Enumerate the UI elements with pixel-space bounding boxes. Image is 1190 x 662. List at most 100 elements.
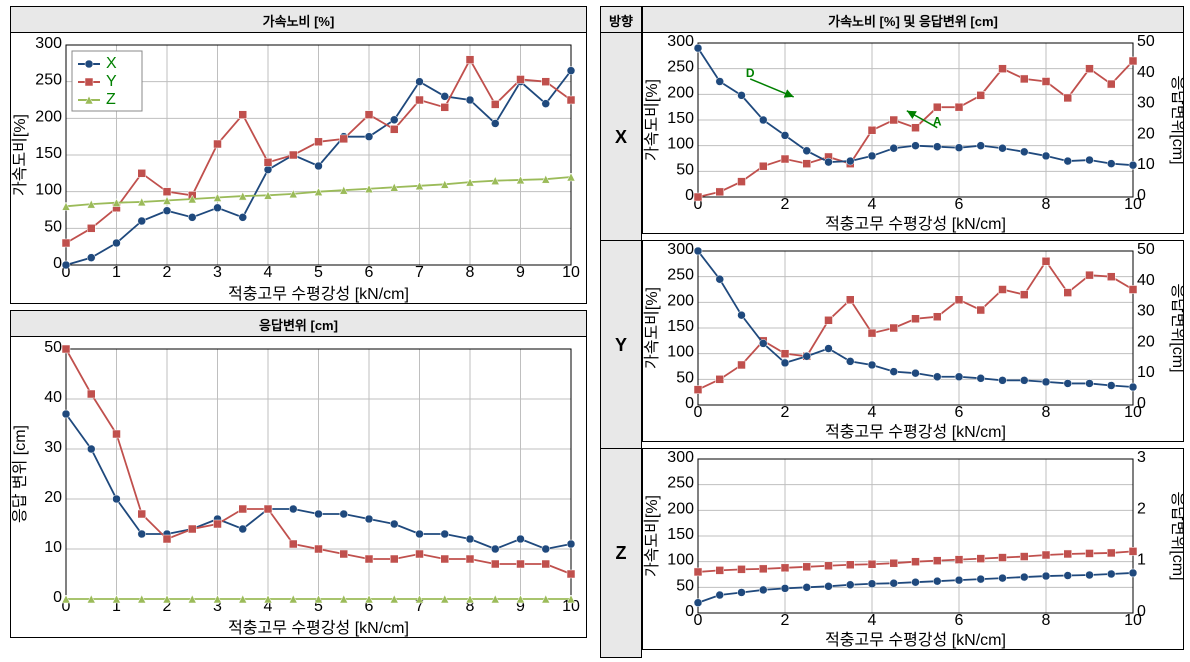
svg-text:2: 2 — [781, 612, 790, 629]
svg-text:100: 100 — [667, 344, 694, 361]
chart-z: 05010015020025030002468100123적충고무 수평강성 [… — [642, 448, 1184, 650]
svg-text:50: 50 — [44, 339, 62, 356]
svg-text:응답변위[cm]: 응답변위[cm] — [1169, 75, 1183, 164]
svg-text:적충고무 수평강성 [kN/cm]: 적충고무 수평강성 [kN/cm] — [825, 215, 1006, 233]
svg-text:6: 6 — [365, 264, 374, 281]
header-right-main-label: 가속노비 [%] 및 응답변위 [cm] — [828, 14, 998, 29]
svg-text:2: 2 — [163, 264, 172, 281]
svg-text:A: A — [933, 115, 942, 129]
svg-text:40: 40 — [1137, 272, 1155, 289]
svg-text:40: 40 — [44, 389, 62, 406]
svg-text:300: 300 — [667, 241, 694, 258]
svg-text:7: 7 — [415, 264, 424, 281]
svg-text:9: 9 — [516, 264, 525, 281]
svg-text:가속도비[%]: 가속도비[%] — [11, 114, 29, 196]
svg-text:50: 50 — [676, 161, 694, 178]
svg-text:10: 10 — [1137, 364, 1155, 381]
svg-text:300: 300 — [35, 35, 62, 52]
svg-text:4: 4 — [264, 264, 273, 281]
svg-text:5: 5 — [314, 264, 323, 281]
svg-text:8: 8 — [1042, 196, 1051, 213]
chart-y: 050100150200250300024681001020304050적충고무… — [642, 240, 1184, 442]
direction-cell-x: X — [600, 32, 642, 242]
chart-x: 050100150200250300024681001020304050적충고무… — [642, 32, 1184, 234]
direction-label-z: Z — [616, 543, 627, 564]
svg-text:D: D — [746, 66, 755, 80]
svg-text:10: 10 — [44, 539, 62, 556]
svg-text:8: 8 — [1042, 404, 1051, 421]
svg-text:가속도비[%]: 가속도비[%] — [643, 287, 661, 369]
svg-text:200: 200 — [667, 292, 694, 309]
svg-text:50: 50 — [44, 218, 62, 235]
svg-text:4: 4 — [868, 404, 877, 421]
svg-text:적충고무 수평강성 [kN/cm]: 적충고무 수평강성 [kN/cm] — [825, 423, 1006, 441]
direction-label-y: Y — [615, 335, 627, 356]
svg-text:150: 150 — [667, 318, 694, 335]
direction-label-x: X — [615, 127, 627, 148]
svg-text:2: 2 — [781, 404, 790, 421]
svg-text:30: 30 — [1137, 303, 1155, 320]
svg-text:적충고무 수평강성 [kN/cm]: 적충고무 수평강성 [kN/cm] — [228, 285, 409, 303]
svg-text:50: 50 — [1137, 241, 1155, 258]
svg-text:300: 300 — [667, 33, 694, 50]
svg-text:1: 1 — [1137, 552, 1146, 569]
svg-text:250: 250 — [667, 59, 694, 76]
svg-text:2: 2 — [781, 196, 790, 213]
svg-text:200: 200 — [667, 84, 694, 101]
svg-text:200: 200 — [35, 108, 62, 125]
svg-text:0: 0 — [1137, 395, 1146, 412]
svg-text:150: 150 — [667, 110, 694, 127]
svg-text:3: 3 — [213, 264, 222, 281]
header-accel-label: 가속노비 [%] — [263, 14, 335, 29]
svg-text:응답변위[cm]: 응답변위[cm] — [1169, 283, 1183, 372]
header-disp-label: 응답변위 [cm] — [259, 318, 338, 333]
svg-text:50: 50 — [1137, 33, 1155, 50]
svg-text:8: 8 — [1042, 612, 1051, 629]
svg-text:Z: Z — [106, 91, 116, 108]
svg-text:20: 20 — [44, 489, 62, 506]
svg-text:150: 150 — [35, 145, 62, 162]
svg-text:적충고무 수평강성 [kN/cm]: 적충고무 수평강성 [kN/cm] — [228, 619, 409, 637]
svg-text:250: 250 — [667, 475, 694, 492]
svg-text:응답변위[cm]: 응답변위[cm] — [1169, 491, 1183, 580]
svg-text:4: 4 — [868, 196, 877, 213]
svg-text:30: 30 — [1137, 95, 1155, 112]
svg-text:100: 100 — [35, 182, 62, 199]
svg-text:10: 10 — [562, 264, 580, 281]
svg-text:3: 3 — [1137, 449, 1146, 466]
svg-text:X: X — [106, 55, 117, 72]
svg-text:0: 0 — [694, 404, 703, 421]
chart-accel: 050100150200250300012345678910적충고무 수평강성 … — [10, 32, 587, 304]
svg-text:30: 30 — [44, 439, 62, 456]
svg-text:40: 40 — [1137, 64, 1155, 81]
svg-text:300: 300 — [667, 449, 694, 466]
svg-text:150: 150 — [667, 526, 694, 543]
svg-text:0: 0 — [1137, 187, 1146, 204]
chart-disp: 01020304050012345678910적충고무 수평강성 [kN/cm]… — [10, 336, 587, 638]
direction-cell-z: Z — [600, 448, 642, 658]
svg-text:Y: Y — [106, 73, 117, 90]
svg-text:250: 250 — [667, 267, 694, 284]
svg-text:6: 6 — [955, 612, 964, 629]
svg-text:6: 6 — [955, 196, 964, 213]
svg-text:50: 50 — [676, 577, 694, 594]
svg-text:250: 250 — [35, 72, 62, 89]
svg-text:200: 200 — [667, 500, 694, 517]
svg-text:가속도비[%]: 가속도비[%] — [643, 79, 661, 161]
svg-text:100: 100 — [667, 552, 694, 569]
svg-text:6: 6 — [955, 404, 964, 421]
header-direction-label: 방향 — [609, 14, 633, 29]
svg-text:응답 변위 [cm]: 응답 변위 [cm] — [11, 425, 29, 523]
svg-text:8: 8 — [466, 264, 475, 281]
svg-text:적충고무 수평강성 [kN/cm]: 적충고무 수평강성 [kN/cm] — [825, 631, 1006, 649]
svg-text:4: 4 — [868, 612, 877, 629]
svg-text:0: 0 — [694, 612, 703, 629]
svg-text:10: 10 — [1137, 156, 1155, 173]
svg-text:100: 100 — [667, 136, 694, 153]
svg-text:가속도비[%]: 가속도비[%] — [643, 495, 661, 577]
svg-text:0: 0 — [1137, 603, 1146, 620]
svg-text:50: 50 — [676, 369, 694, 386]
direction-cell-y: Y — [600, 240, 642, 450]
svg-text:1: 1 — [112, 264, 121, 281]
svg-text:20: 20 — [1137, 125, 1155, 142]
